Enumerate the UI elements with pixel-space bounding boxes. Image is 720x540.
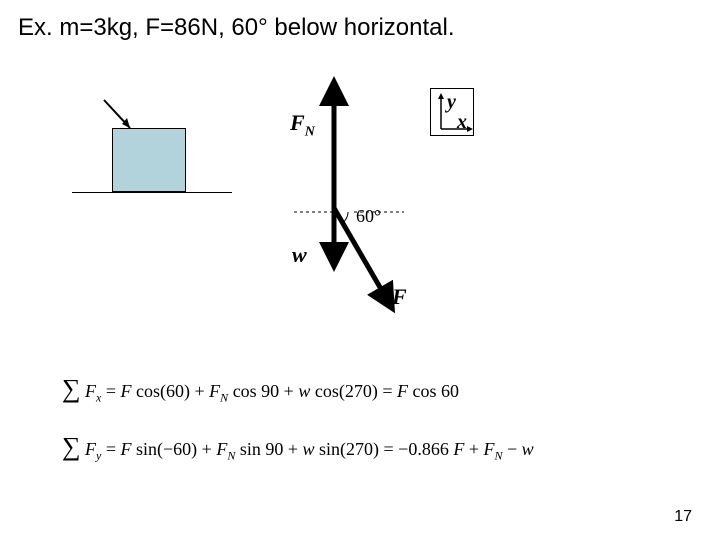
axis-x-label: x bbox=[457, 111, 467, 134]
equation-fy: ∑ Fy = F sin(−60) + FN sin 90 + w sin(27… bbox=[62, 432, 534, 464]
axis-box: y x bbox=[430, 88, 474, 136]
angle-label: 60° bbox=[356, 206, 381, 227]
applied-force-arrow-icon bbox=[100, 96, 150, 146]
page-title: Ex. m=3kg, F=86N, 60° below horizontal. bbox=[18, 14, 455, 42]
fn-label: FN bbox=[290, 110, 315, 140]
page-number: 17 bbox=[674, 508, 692, 526]
f-label: F bbox=[392, 284, 407, 310]
free-body-diagram bbox=[250, 70, 450, 330]
axis-y-label: y bbox=[447, 91, 456, 114]
w-label: w bbox=[292, 242, 307, 268]
ground-line bbox=[72, 192, 232, 193]
equation-fx: ∑ Fx = F cos(60) + FN cos 90 + w cos(270… bbox=[62, 374, 459, 406]
